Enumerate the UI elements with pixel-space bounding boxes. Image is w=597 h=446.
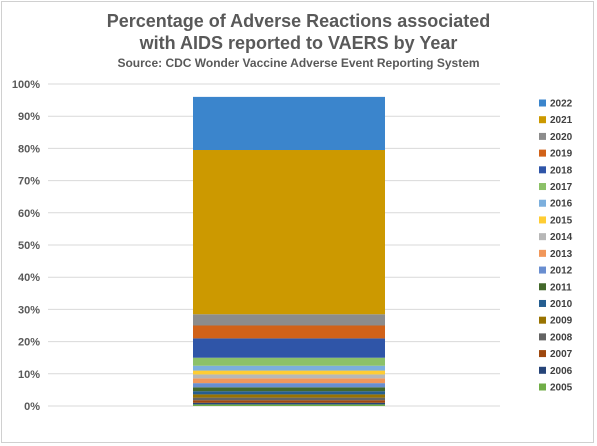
y-tick-label: 10%	[18, 369, 40, 381]
legend-item-2013: 2013	[539, 249, 573, 260]
stacked-bar	[193, 96, 385, 406]
legend-label: 2020	[550, 132, 573, 143]
legend-swatch	[539, 99, 546, 107]
bar-segment-2014	[193, 374, 385, 379]
legend-swatch	[539, 266, 546, 274]
bar-segment-2021	[193, 150, 385, 315]
y-tick-label: 100%	[12, 79, 40, 91]
legend-label: 2017	[550, 182, 573, 193]
y-tick-label: 70%	[18, 176, 40, 188]
legend-swatch	[539, 233, 546, 241]
bar-segment-2015	[193, 370, 385, 375]
legend-item-2017: 2017	[539, 182, 573, 193]
legend-label: 2008	[550, 332, 573, 343]
legend-swatch	[539, 249, 546, 257]
legend-item-2011: 2011	[539, 282, 572, 293]
y-tick-label: 20%	[18, 337, 40, 349]
bar-segment-2010	[193, 391, 385, 395]
legend-swatch	[539, 166, 546, 174]
legend-item-2007: 2007	[539, 349, 573, 360]
legend-label: 2022	[550, 99, 573, 110]
legend-swatch	[539, 183, 546, 191]
legend-item-2016: 2016	[539, 199, 573, 210]
legend-label: 2005	[550, 383, 573, 394]
legend-item-2012: 2012	[539, 266, 573, 277]
bar-segment-2013	[193, 378, 385, 384]
legend-swatch	[539, 366, 546, 374]
legend-swatch	[539, 116, 546, 124]
legend-label: 2011	[550, 282, 572, 293]
legend-item-2008: 2008	[539, 332, 573, 343]
y-tick-label: 30%	[18, 304, 40, 316]
legend-swatch	[539, 132, 546, 140]
legend-swatch	[539, 316, 546, 324]
bar-segment-2018	[193, 338, 385, 358]
bar-segment-2019	[193, 325, 385, 339]
bar-segment-2011	[193, 387, 385, 392]
legend-label: 2014	[550, 232, 573, 243]
legend-item-2010: 2010	[539, 299, 573, 310]
legend-swatch	[539, 283, 546, 291]
chart-title-block: Percentage of Adverse Reactions associat…	[0, 10, 597, 72]
bar-segment-2020	[193, 314, 385, 326]
legend-label: 2007	[550, 349, 573, 360]
legend-label: 2012	[550, 266, 573, 277]
legend-label: 2006	[550, 366, 573, 377]
legend-label: 2016	[550, 199, 573, 210]
legend-item-2005: 2005	[539, 383, 573, 394]
legend-swatch	[539, 216, 546, 224]
legend-label: 2013	[550, 249, 573, 260]
y-axis-tick-labels: 0% 10% 20% 30% 40% 50% 60% 70% 80% 90% 100%	[12, 79, 40, 413]
y-tick-label: 50%	[18, 240, 40, 252]
legend-swatch	[539, 350, 546, 358]
legend-label: 2019	[550, 149, 573, 160]
y-tick-label: 40%	[18, 272, 40, 284]
legend-label: 2021	[550, 115, 573, 126]
bar-segment-2006	[193, 402, 385, 405]
legend-swatch	[539, 149, 546, 157]
bar-segment-2005	[193, 404, 385, 406]
y-tick-label: 80%	[18, 143, 40, 155]
chart-title-line-2: with AIDS reported to VAERS by Year	[139, 33, 458, 53]
chart-subtitle: Source: CDC Wonder Vaccine Adverse Event…	[117, 56, 480, 70]
bar-segment-2012	[193, 383, 385, 388]
bar-segment-2017	[193, 357, 385, 366]
y-tick-label: 60%	[18, 208, 40, 220]
legend-label: 2018	[550, 165, 573, 176]
legend-item-2009: 2009	[539, 316, 573, 327]
bar-segment-2009	[193, 394, 385, 398]
legend: 2022 2021 2020 2019 2018 2017 2016 2015 2014 2013…	[539, 99, 573, 394]
legend-item-2019: 2019	[539, 149, 573, 160]
legend-label: 2015	[550, 215, 573, 226]
legend-item-2014: 2014	[539, 232, 573, 243]
legend-swatch	[539, 199, 546, 207]
bar-segment-2007	[193, 400, 385, 403]
y-tick-label: 90%	[18, 111, 40, 123]
legend-label: 2010	[550, 299, 573, 310]
bar-segment-2016	[193, 365, 385, 371]
legend-label: 2009	[550, 316, 573, 327]
bar-segment-2008	[193, 397, 385, 401]
legend-item-2021: 2021	[539, 115, 573, 126]
legend-swatch	[539, 333, 546, 341]
legend-item-2006: 2006	[539, 366, 573, 377]
legend-item-2020: 2020	[539, 132, 573, 143]
y-tick-label: 0%	[24, 401, 40, 413]
legend-swatch	[539, 383, 546, 391]
legend-item-2018: 2018	[539, 165, 573, 176]
legend-item-2015: 2015	[539, 215, 573, 226]
bar-segment-2022	[193, 96, 385, 151]
chart-title-line-1: Percentage of Adverse Reactions associat…	[106, 11, 491, 31]
legend-swatch	[539, 299, 546, 307]
legend-item-2022: 2022	[539, 99, 573, 110]
